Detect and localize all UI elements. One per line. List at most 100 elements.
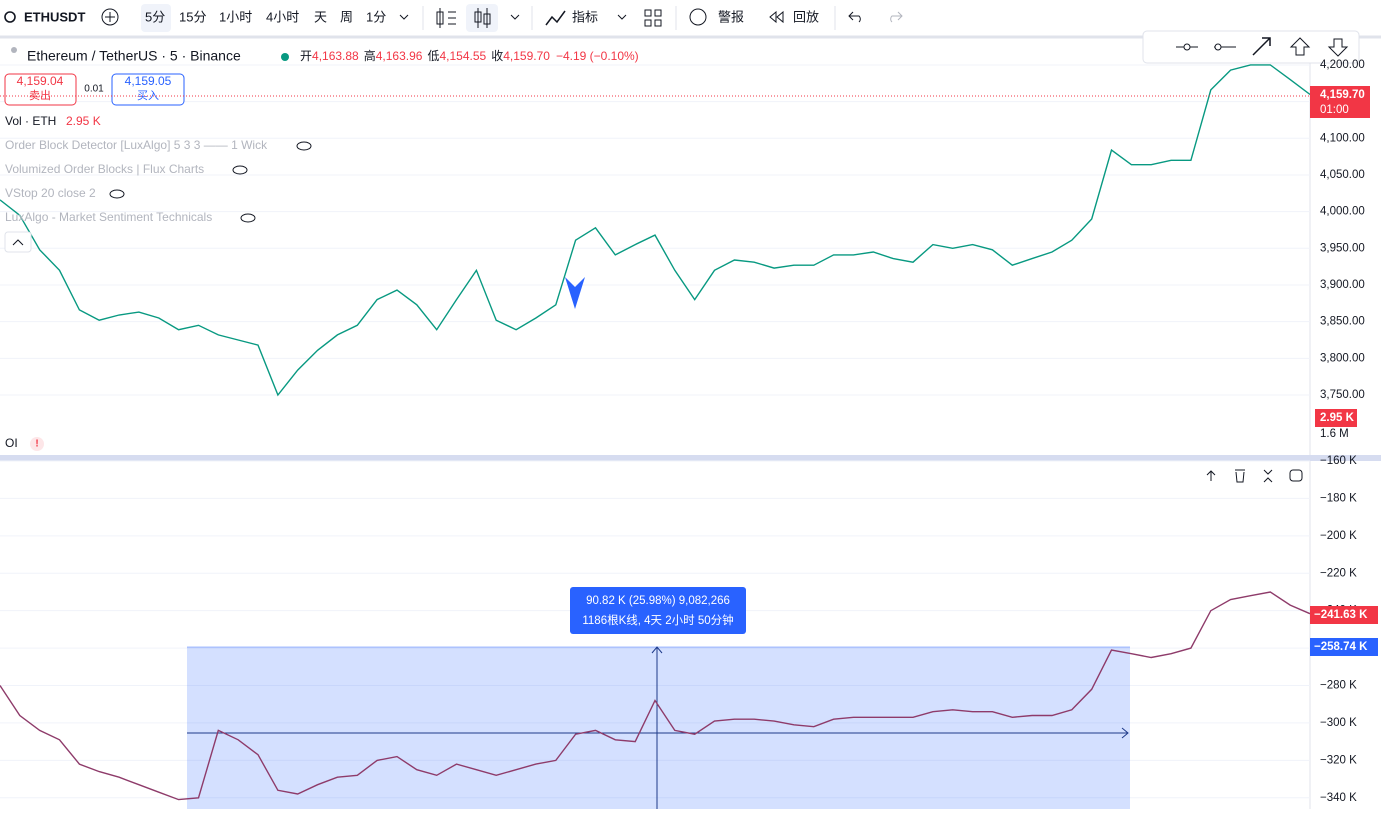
sell-button[interactable] [4, 73, 77, 106]
tool-handle [1214, 43, 1222, 51]
ohlc-value: 4,154.55 [439, 49, 486, 63]
buy-price: 4,159.05 [125, 74, 172, 88]
interval[interactable]: 15分 [179, 9, 206, 24]
symbol-title: Ethereum / TetherUS · 5 · Binance [27, 48, 241, 64]
indicator-name[interactable]: Volumized Order Blocks | Flux Charts [5, 162, 204, 176]
indicators-button[interactable]: 指标 [572, 9, 598, 24]
measure-level: −258.74 K [1314, 641, 1368, 653]
ohlc-label: 高 [364, 48, 376, 63]
measure-badge [1310, 638, 1378, 656]
indicator-name[interactable]: Vol · ETH [5, 114, 56, 128]
pane-control-icon[interactable] [1206, 469, 1273, 483]
dropdown[interactable] [399, 14, 409, 20]
indicator-icon [545, 10, 566, 26]
buy-label: 买入 [137, 89, 159, 102]
price-badge [1310, 86, 1370, 118]
last-price: 4,159.70 [1320, 89, 1365, 101]
candle-active [466, 4, 498, 32]
ohlc-label: 收 [491, 49, 503, 63]
market-status [281, 53, 289, 61]
oi-last: −241.63 K [1314, 609, 1368, 621]
interval[interactable]: 5分 [145, 9, 165, 24]
pane-name: OI [5, 436, 18, 450]
chevron [12, 239, 24, 246]
collapse[interactable] [11, 47, 17, 53]
measure-tooltip [570, 587, 746, 634]
arrow-down-tool[interactable] [1327, 38, 1349, 57]
interval[interactable]: 1分 [366, 9, 386, 24]
hidden-icon[interactable] [232, 165, 248, 175]
undo[interactable] [848, 11, 861, 23]
arrow-tool[interactable] [1252, 37, 1271, 56]
y-tick-label: −280 K [1320, 680, 1357, 692]
y-tick-label: 3,850.00 [1320, 316, 1365, 328]
pane-controls [1199, 464, 1309, 488]
buy-button[interactable] [111, 73, 185, 106]
indicator-value: 2.95 K [66, 114, 101, 128]
y-tick-label: 3,750.00 [1320, 389, 1365, 401]
ohlc-value: 4,163.88 [312, 49, 359, 63]
interval[interactable]: 4小时 [266, 9, 299, 24]
symbol[interactable]: ETHUSDT [24, 9, 85, 24]
y-tick-label: 4,200.00 [1320, 59, 1365, 71]
alert-icon [689, 8, 707, 26]
tool-handle [1183, 43, 1191, 51]
volume-label: 2.95 K [1320, 412, 1355, 424]
ohlc-label: 低 [427, 49, 439, 63]
add-symbol[interactable] [101, 8, 119, 26]
measure-text: 90.82 K (25.98%) 9,082,266 [586, 595, 730, 607]
y-tick-label: 4,050.00 [1320, 169, 1365, 181]
candle-style[interactable] [474, 8, 491, 28]
countdown: 01:00 [1320, 104, 1349, 116]
arrow-up-tool[interactable] [1289, 37, 1311, 56]
y-tick-label: 4,000.00 [1320, 206, 1365, 218]
change: −4.19 (−0.10%) [556, 49, 639, 63]
volume-scale: 1.6 M [1320, 428, 1349, 440]
ohlc-value: 4,163.96 [376, 49, 423, 63]
spread: 0.01 [84, 84, 104, 95]
warning[interactable] [30, 437, 44, 451]
y-tick-label: −340 K [1320, 792, 1357, 804]
redo[interactable] [890, 11, 903, 23]
ohlc-value: 4,159.70 [503, 49, 550, 63]
ohlc-label: 开 [300, 49, 312, 63]
alert-button[interactable]: 警报 [718, 9, 744, 24]
replay-button[interactable]: 回放 [793, 9, 819, 24]
expand-legend[interactable] [4, 231, 32, 253]
y-tick-label: −300 K [1320, 717, 1357, 729]
oi-line [0, 591, 1310, 801]
dropdown[interactable] [510, 14, 520, 20]
measure-box [187, 647, 1130, 809]
indicator-name[interactable]: VStop 20 close 2 [5, 186, 96, 200]
interval-active [141, 4, 171, 32]
sell-label: 卖出 [29, 88, 51, 102]
interval[interactable]: 天 [314, 9, 327, 24]
y-tick-label: 4,100.00 [1320, 132, 1365, 144]
sell-price: 4,159.04 [17, 74, 64, 88]
pane-maximize[interactable] [1289, 469, 1303, 482]
indicator-name[interactable]: LuxAlgo - Market Sentiment Technicals [5, 210, 212, 224]
bar-style[interactable] [436, 8, 456, 28]
warning-icon: ! [35, 439, 38, 450]
hidden-icon[interactable] [296, 141, 312, 151]
hidden-icon[interactable] [240, 213, 256, 223]
y-tick-label: −160 K [1320, 455, 1357, 467]
search-icon[interactable] [4, 11, 16, 23]
interval[interactable]: 1小时 [219, 9, 252, 24]
layout-icon[interactable] [644, 9, 662, 27]
oi-badge [1310, 606, 1378, 624]
pane-separator [0, 455, 1381, 461]
measure-arrow [1121, 727, 1129, 739]
interval[interactable]: 周 [340, 9, 353, 24]
y-tick-label: −220 K [1320, 567, 1357, 579]
y-tick-label: 3,800.00 [1320, 352, 1365, 364]
drawing-marker[interactable] [565, 277, 585, 309]
y-tick-label: −200 K [1320, 530, 1357, 542]
volume-badge [1315, 409, 1357, 427]
indicator-name[interactable]: Order Block Detector [LuxAlgo] 5 3 3 —— … [5, 138, 268, 152]
hidden-icon[interactable] [109, 189, 125, 199]
dropdown[interactable] [617, 14, 627, 20]
